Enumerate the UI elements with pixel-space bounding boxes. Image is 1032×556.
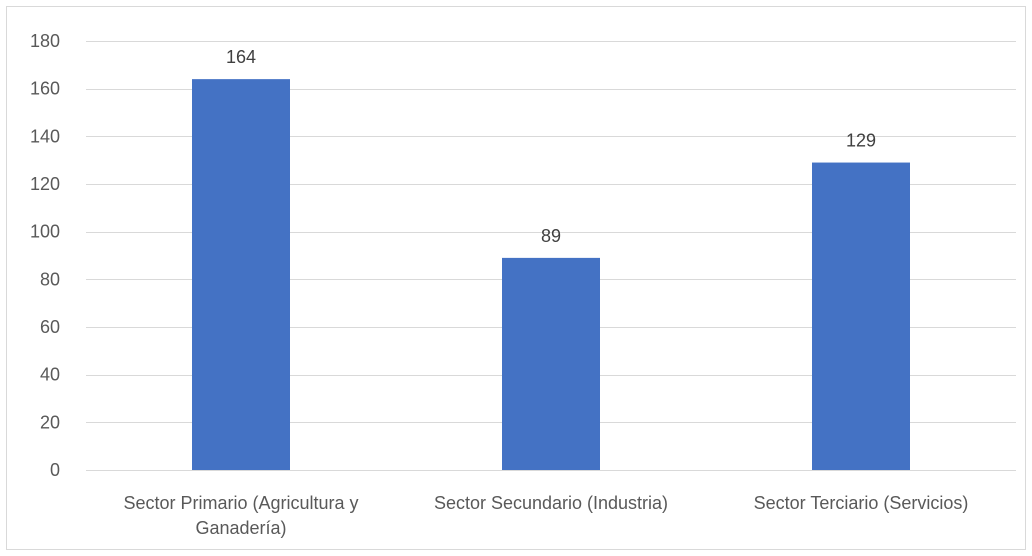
y-tick-label: 0: [50, 460, 60, 480]
category-label: Sector Primario (Agricultura y Ganadería): [123, 493, 358, 538]
y-tick-label: 180: [30, 31, 60, 51]
bar: [192, 79, 290, 470]
bar: [502, 257, 600, 470]
data-label: 164: [226, 47, 256, 67]
category-label: Sector Secundario (Industria): [434, 493, 668, 513]
y-tick-label: 60: [40, 317, 60, 337]
bar: [812, 162, 910, 471]
data-labels: 164 89 129: [226, 47, 876, 246]
category-label: Sector Terciario (Servicios): [754, 493, 969, 513]
y-tick-label: 140: [30, 126, 60, 146]
y-tick-label: 80: [40, 269, 60, 289]
y-tick-label: 120: [30, 174, 60, 194]
data-label: 89: [541, 226, 561, 246]
y-tick-label: 160: [30, 79, 60, 99]
x-axis-category-labels: Sector Primario (Agricultura y Ganadería)…: [123, 493, 968, 538]
y-axis-tick-labels: 0 20 40 60 80 100 120 140 160 180: [30, 31, 60, 480]
y-tick-label: 40: [40, 365, 60, 385]
data-label: 129: [846, 131, 876, 151]
bars: [192, 79, 910, 471]
y-tick-label: 100: [30, 222, 60, 242]
y-tick-label: 20: [40, 412, 60, 432]
